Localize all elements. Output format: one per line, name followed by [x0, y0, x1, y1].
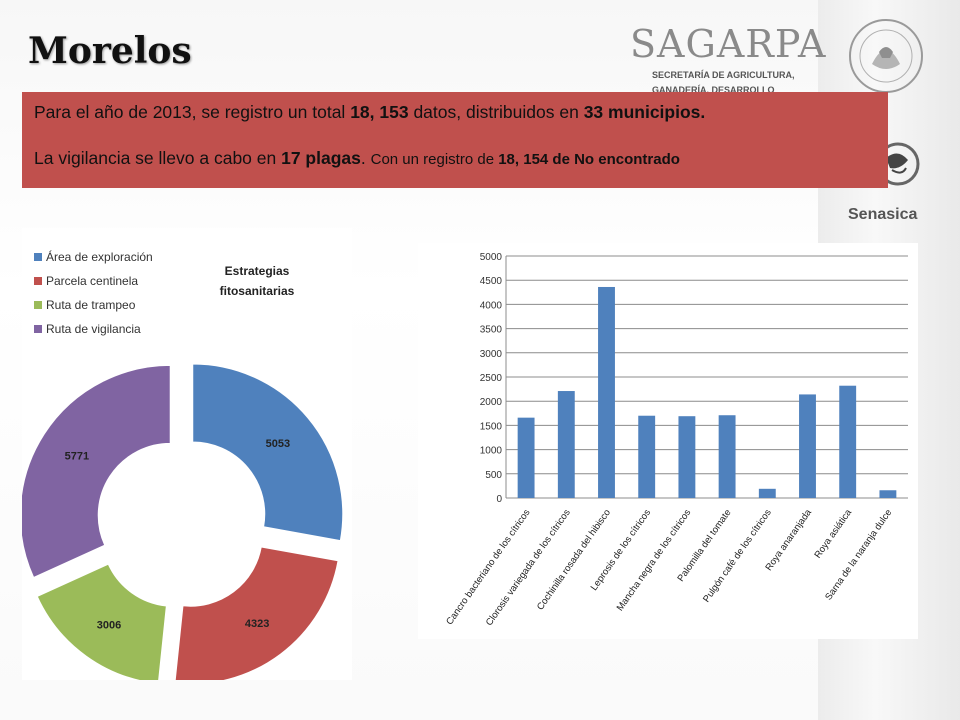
summary-line-1-text-b: datos, distribuidos en	[408, 102, 584, 122]
legend-item-0: Área de exploración	[34, 250, 153, 264]
legend-swatch-2	[34, 301, 42, 309]
legend-swatch-3	[34, 325, 42, 333]
summary-line-2: La vigilancia se llevo a cabo en 17 plag…	[34, 146, 888, 172]
legend-label-2: Ruta de trampeo	[46, 298, 136, 312]
summary-line-1-text-a: Para el año de 2013, se registro un tota…	[34, 102, 351, 122]
y-tick-label-4: 2000	[480, 397, 503, 408]
x-tick-label-2: Cochinilla rosada del hibisco	[535, 507, 613, 612]
y-tick-label-6: 3000	[480, 349, 503, 360]
legend-label-1: Parcela centinela	[46, 274, 139, 288]
y-tick-label-3: 1500	[480, 421, 503, 432]
x-tick-label-0: Cancro bacteriano de los cítricos	[444, 507, 533, 627]
bar-chart: 0 500 1000 1500 2000 2500 3000 3500 4000 4500 5000…	[444, 252, 908, 628]
y-tick-label-0: 0	[496, 494, 502, 505]
doughnut-slice-3	[22, 364, 171, 579]
summary-total-records: 18, 153	[350, 102, 409, 122]
bar-0	[517, 417, 535, 498]
legend-item-2: Ruta de trampeo	[34, 298, 135, 312]
senasica-label: Senasica	[848, 206, 918, 223]
bar-chart-panel: 0 500 1000 1500 2000 2500 3000 3500 4000 4500 5000…	[418, 243, 918, 639]
x-tick-label-8: Roya asiática	[812, 507, 854, 561]
legend-label-3: Ruta de vigilancia	[46, 322, 141, 336]
summary-line-2-text-c: Con un registro de	[370, 151, 499, 168]
legend-swatch-1	[34, 277, 42, 285]
doughnut-value-label-0: 5053	[266, 438, 290, 450]
summary-pests-count: 17 plagas	[281, 148, 361, 168]
x-tick-label-9: Sarna de la naranja dulce	[823, 507, 894, 602]
summary-not-found: 18, 154 de No encontrado	[498, 151, 680, 168]
y-tick-label-1: 500	[485, 470, 502, 481]
bar-6	[758, 488, 776, 498]
legend-label-0: Área de exploración	[46, 250, 153, 264]
legend-item-1: Parcela centinela	[34, 274, 138, 288]
bar-7	[799, 394, 816, 498]
bar-5	[718, 415, 736, 498]
summary-line-2-text-b: .	[360, 148, 371, 168]
bar-9	[879, 490, 897, 498]
sagarpa-logo-subtitle-1: SECRETARÍA DE AGRICULTURA,	[652, 70, 795, 80]
mexican-seal-icon	[849, 19, 923, 93]
bar-4	[678, 416, 696, 498]
doughnut-value-label-1: 4323	[245, 618, 269, 630]
bar-1	[557, 391, 575, 498]
y-tick-label-5: 2500	[480, 373, 503, 384]
x-tick-label-1: Clorosis variegada de los cítricos	[484, 507, 573, 628]
bar-3	[638, 415, 656, 498]
doughnut-chart-title: Estrategias fitosanitarias	[207, 261, 307, 301]
doughnut-chart-panel: Área de exploración Parcela centinela Ru…	[22, 228, 352, 680]
y-tick-label-10: 5000	[480, 252, 503, 263]
y-tick-label-7: 3500	[480, 325, 503, 336]
y-tick-label-8: 4000	[480, 300, 503, 311]
legend-swatch-0	[34, 253, 42, 261]
sagarpa-logo-name: SAGARPA	[630, 22, 827, 66]
summary-line-1: Para el año de 2013, se registro un tota…	[34, 100, 888, 124]
slide-title: Morelos	[28, 30, 192, 72]
doughnut-chart: 5053 4323 3006 5771	[22, 363, 344, 680]
x-tick-label-4: Mancha negra de los cítricos	[615, 507, 694, 613]
y-tick-label-2: 1000	[480, 446, 503, 457]
summary-line-2-text-a: La vigilancia se llevo a cabo en	[34, 148, 282, 168]
doughnut-value-label-2: 3006	[97, 619, 121, 631]
summary-municipalities: 33 municipios.	[583, 102, 706, 122]
bar-2	[598, 286, 615, 498]
doughnut-slice-0	[192, 363, 344, 542]
doughnut-title-line-2: fitosanitarias	[219, 284, 295, 298]
x-tick-label-6: Pulgón café de los cítricos	[701, 507, 774, 604]
doughnut-slice-1	[174, 546, 339, 680]
doughnut-slice-2	[36, 563, 167, 680]
bar-8	[839, 385, 857, 498]
legend-item-3: Ruta de vigilancia	[34, 322, 141, 336]
doughnut-title-line-1: Estrategias	[224, 264, 290, 278]
doughnut-value-label-3: 5771	[65, 450, 89, 462]
y-tick-label-9: 4500	[480, 276, 503, 287]
summary-box: Para el año de 2013, se registro un tota…	[22, 92, 888, 188]
